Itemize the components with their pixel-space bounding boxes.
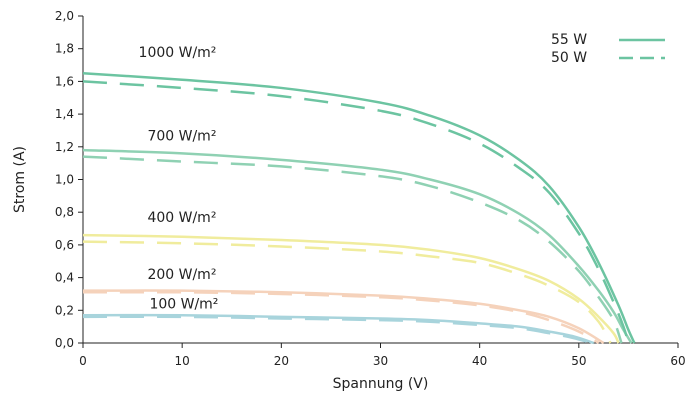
axes: 0,0 0,2 0,4 0,6 0,8 1,0 1,2 1,4 1,6 1,8 2,0 0 10 20 30…	[55, 9, 686, 368]
y-tick-label: 1,8	[55, 42, 74, 56]
curve-400-55w-solid	[82, 233, 620, 344]
curve-label-100: 100 W/m²	[149, 297, 218, 313]
legend-label: 55 W	[551, 32, 587, 48]
curve-700-50w-dashed	[82, 155, 623, 344]
legend: 55 W 50 W	[551, 32, 665, 66]
curve-label-700: 700 W/m²	[147, 128, 216, 144]
x-tick-label: 20	[274, 354, 289, 368]
y-tick-label: 0,8	[55, 205, 74, 219]
y-tick-label: 2,0	[55, 9, 74, 23]
x-tick-label: 10	[175, 354, 190, 368]
x-tick-label: 50	[571, 354, 586, 368]
curve-label-1000: 1000 W/m²	[139, 45, 217, 61]
y-axis-label: Strom (A)	[12, 146, 28, 213]
y-tick-label: 1,6	[55, 74, 74, 88]
x-tick-label: 60	[670, 354, 685, 368]
y-tick-label: 1,2	[55, 140, 74, 154]
y-tick-label: 0,2	[55, 303, 74, 317]
x-tick-label: 30	[373, 354, 388, 368]
curve-100-55w-solid	[82, 313, 595, 345]
y-tick-label: 0,4	[55, 271, 74, 285]
legend-label: 50 W	[551, 50, 587, 66]
x-axis-label: Spannung (V)	[333, 376, 429, 392]
y-tick-label: 1,4	[55, 107, 74, 121]
curve-100-50w-dashed	[82, 315, 592, 345]
x-tick-label: 0	[79, 354, 87, 368]
curve-1000-55w-solid	[82, 71, 636, 344]
curve-200-50w-dashed	[82, 290, 600, 345]
curve-700-55w-solid	[82, 148, 633, 344]
curve-labels: 1000 W/m² 700 W/m² 400 W/m² 200 W/m² 100 W/m…	[139, 45, 219, 313]
x-tick-label: 40	[472, 354, 487, 368]
curve-label-400: 400 W/m²	[147, 210, 216, 226]
curve-label-200: 200 W/m²	[147, 267, 216, 283]
y-tick-label: 0,0	[55, 336, 74, 350]
y-tick-label: 0,6	[55, 238, 74, 252]
curves	[82, 71, 636, 345]
curve-200-55w-solid	[82, 289, 605, 345]
y-tick-label: 1,0	[55, 173, 74, 187]
curve-400-50w-dashed	[82, 240, 612, 344]
